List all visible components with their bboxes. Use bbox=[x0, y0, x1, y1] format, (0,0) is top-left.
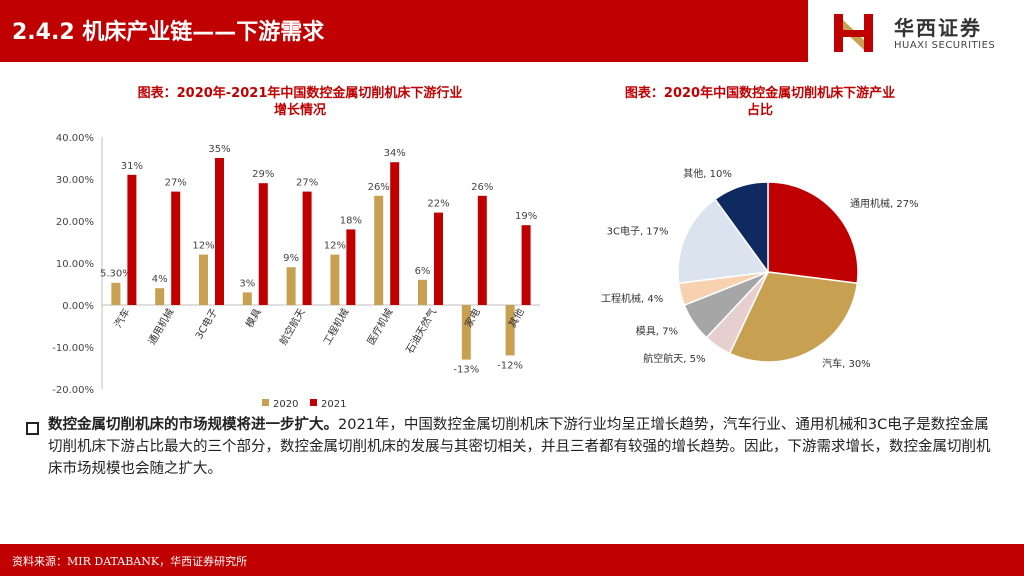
pie-label-0: 通用机械, 27% bbox=[850, 197, 919, 210]
legend-label-2021: 2021 bbox=[321, 399, 346, 410]
data-label-2021-9: 19% bbox=[515, 211, 537, 222]
bar-2021-6 bbox=[390, 162, 400, 305]
bar-2020-7 bbox=[418, 279, 427, 305]
huaxi-logo-icon bbox=[834, 14, 873, 52]
bar-2021-0 bbox=[127, 174, 137, 305]
bar-2020-0 bbox=[111, 282, 121, 305]
bar-2021-4 bbox=[302, 191, 312, 305]
data-label-2020-2: 12% bbox=[192, 241, 214, 252]
bar-2021-7 bbox=[434, 212, 443, 305]
data-label-2020-7: 6% bbox=[415, 266, 431, 277]
data-label-2020-8: -13% bbox=[453, 365, 479, 376]
pie-slice-5 bbox=[677, 198, 770, 285]
bar-2020-8 bbox=[461, 305, 471, 360]
y-tick-label: -10.00% bbox=[52, 343, 94, 354]
data-label-2020-1: 4% bbox=[152, 274, 168, 285]
x-tick-label: 工程机械 bbox=[320, 306, 351, 347]
bar-2021-9 bbox=[521, 225, 531, 305]
body-text: 2021年，中国数控金属切削机床下游行业均呈正增长趋势，汽车行业、通用机械和3C… bbox=[48, 417, 991, 477]
y-tick-label: 30.00% bbox=[56, 175, 94, 186]
pie-slice-0 bbox=[767, 181, 859, 285]
body-paragraph: 数控金属切削机床的市场规模将进一步扩大。2021年，中国数控金属切削机床下游行业… bbox=[48, 414, 998, 480]
data-label-2020-0: 5.30% bbox=[100, 269, 132, 280]
data-label-2021-6: 34% bbox=[384, 148, 406, 159]
bar-2020-9 bbox=[505, 305, 515, 356]
data-label-2021-1: 27% bbox=[165, 178, 187, 189]
bar-2020-6 bbox=[374, 195, 384, 305]
data-label-2020-4: 9% bbox=[283, 253, 299, 264]
pie-label-2: 航空航天, 5% bbox=[643, 352, 705, 365]
bar-2020-2 bbox=[199, 254, 208, 305]
bar-chart-title-line2: 增长情况 bbox=[273, 103, 326, 118]
pie-label-3: 模具, 7% bbox=[636, 325, 678, 337]
data-label-2021-8: 26% bbox=[471, 182, 493, 193]
bar-chart-title: 图表：2020年-2021年中国数控金属切削机床下游行业 增长情况 bbox=[100, 85, 500, 119]
data-label-2020-6: 26% bbox=[368, 182, 390, 193]
data-label-2020-5: 12% bbox=[324, 241, 346, 252]
pie-chart: 通用机械, 27% 汽车, 30% 航空航天, 5% 模具, 7% 工程机械, 4% 3C… bbox=[601, 167, 919, 370]
data-label-2021-4: 27% bbox=[296, 178, 318, 189]
pie-label-4: 工程机械, 4% bbox=[601, 292, 663, 305]
page-title: 2.4.2 机床产业链——下游需求 bbox=[12, 20, 325, 45]
bar-2021-1 bbox=[171, 191, 181, 305]
bar-chart: 40.00% 30.00% 20.00% 10.00% 0.00% -10.00% -20.… bbox=[52, 133, 540, 410]
pie-label-6: 其他, 10% bbox=[683, 167, 732, 180]
x-tick-label: 通用机械 bbox=[145, 306, 176, 347]
x-tick-label: 汽车 bbox=[111, 306, 132, 330]
bar-2021-8 bbox=[477, 195, 487, 305]
x-tick-label: 航空航天 bbox=[276, 306, 307, 347]
x-tick-label: 石油天然气 bbox=[403, 306, 439, 356]
pie-slice-1 bbox=[728, 271, 859, 363]
bar-2020-4 bbox=[286, 267, 296, 305]
pie-slice-6 bbox=[714, 181, 769, 275]
data-label-2021-0: 31% bbox=[121, 161, 143, 172]
y-tick-label: 0.00% bbox=[62, 301, 94, 312]
body-bold-lead: 数控金属切削机床的市场规模将进一步扩大。 bbox=[48, 417, 338, 433]
header-bar: 2.4.2 机床产业链——下游需求 bbox=[0, 0, 808, 62]
pie-label-1: 汽车, 30% bbox=[822, 357, 871, 370]
y-tick-label: -20.00% bbox=[52, 385, 94, 396]
legend-label-2020: 2020 bbox=[273, 399, 298, 410]
bar-chart-title-line1: 图表：2020年-2021年中国数控金属切削机床下游行业 bbox=[137, 86, 463, 101]
bar-2021-5 bbox=[346, 229, 356, 305]
pie-chart-title-line1: 图表：2020年中国数控金属切削机床下游产业 bbox=[624, 86, 896, 101]
logo: 华西证券 HUAXI SECURITIES bbox=[808, 0, 1024, 62]
data-label-2020-3: 3% bbox=[239, 278, 255, 289]
pie-label-5: 3C电子, 17% bbox=[607, 225, 669, 238]
footer-bar: 资料来源：MIR DATABANK，华西证券研究所 bbox=[0, 544, 1024, 576]
legend-swatch-2020 bbox=[262, 399, 269, 406]
legend-swatch-2021 bbox=[310, 399, 317, 406]
logo-text-en: HUAXI SECURITIES bbox=[894, 40, 996, 51]
x-tick-label: 模具 bbox=[244, 307, 264, 330]
data-label-2021-3: 29% bbox=[252, 169, 274, 180]
bar-2021-2 bbox=[215, 158, 224, 305]
pie-chart-title: 图表：2020年中国数控金属切削机床下游产业 占比 bbox=[580, 85, 940, 119]
bar-2021-3 bbox=[258, 183, 268, 305]
source-note: 资料来源：MIR DATABANK，华西证券研究所 bbox=[12, 555, 248, 568]
y-tick-label: 40.00% bbox=[56, 133, 94, 144]
logo-text-cn: 华西证券 bbox=[894, 16, 982, 40]
bar-2020-5 bbox=[330, 254, 340, 305]
data-label-2021-2: 35% bbox=[208, 144, 230, 155]
data-label-2020-9: -12% bbox=[497, 360, 523, 371]
x-tick-label: 医疗机械 bbox=[364, 306, 395, 347]
data-label-2021-5: 18% bbox=[340, 215, 362, 226]
data-label-2021-7: 22% bbox=[427, 199, 449, 210]
pie-chart-title-line2: 占比 bbox=[746, 103, 773, 118]
bar-2020-1 bbox=[155, 288, 165, 305]
x-tick-label: 3C电子 bbox=[192, 306, 220, 341]
y-tick-label: 20.00% bbox=[56, 217, 94, 228]
bullet-square bbox=[26, 422, 39, 435]
y-tick-label: 10.00% bbox=[56, 259, 94, 270]
bar-2020-3 bbox=[242, 292, 252, 305]
